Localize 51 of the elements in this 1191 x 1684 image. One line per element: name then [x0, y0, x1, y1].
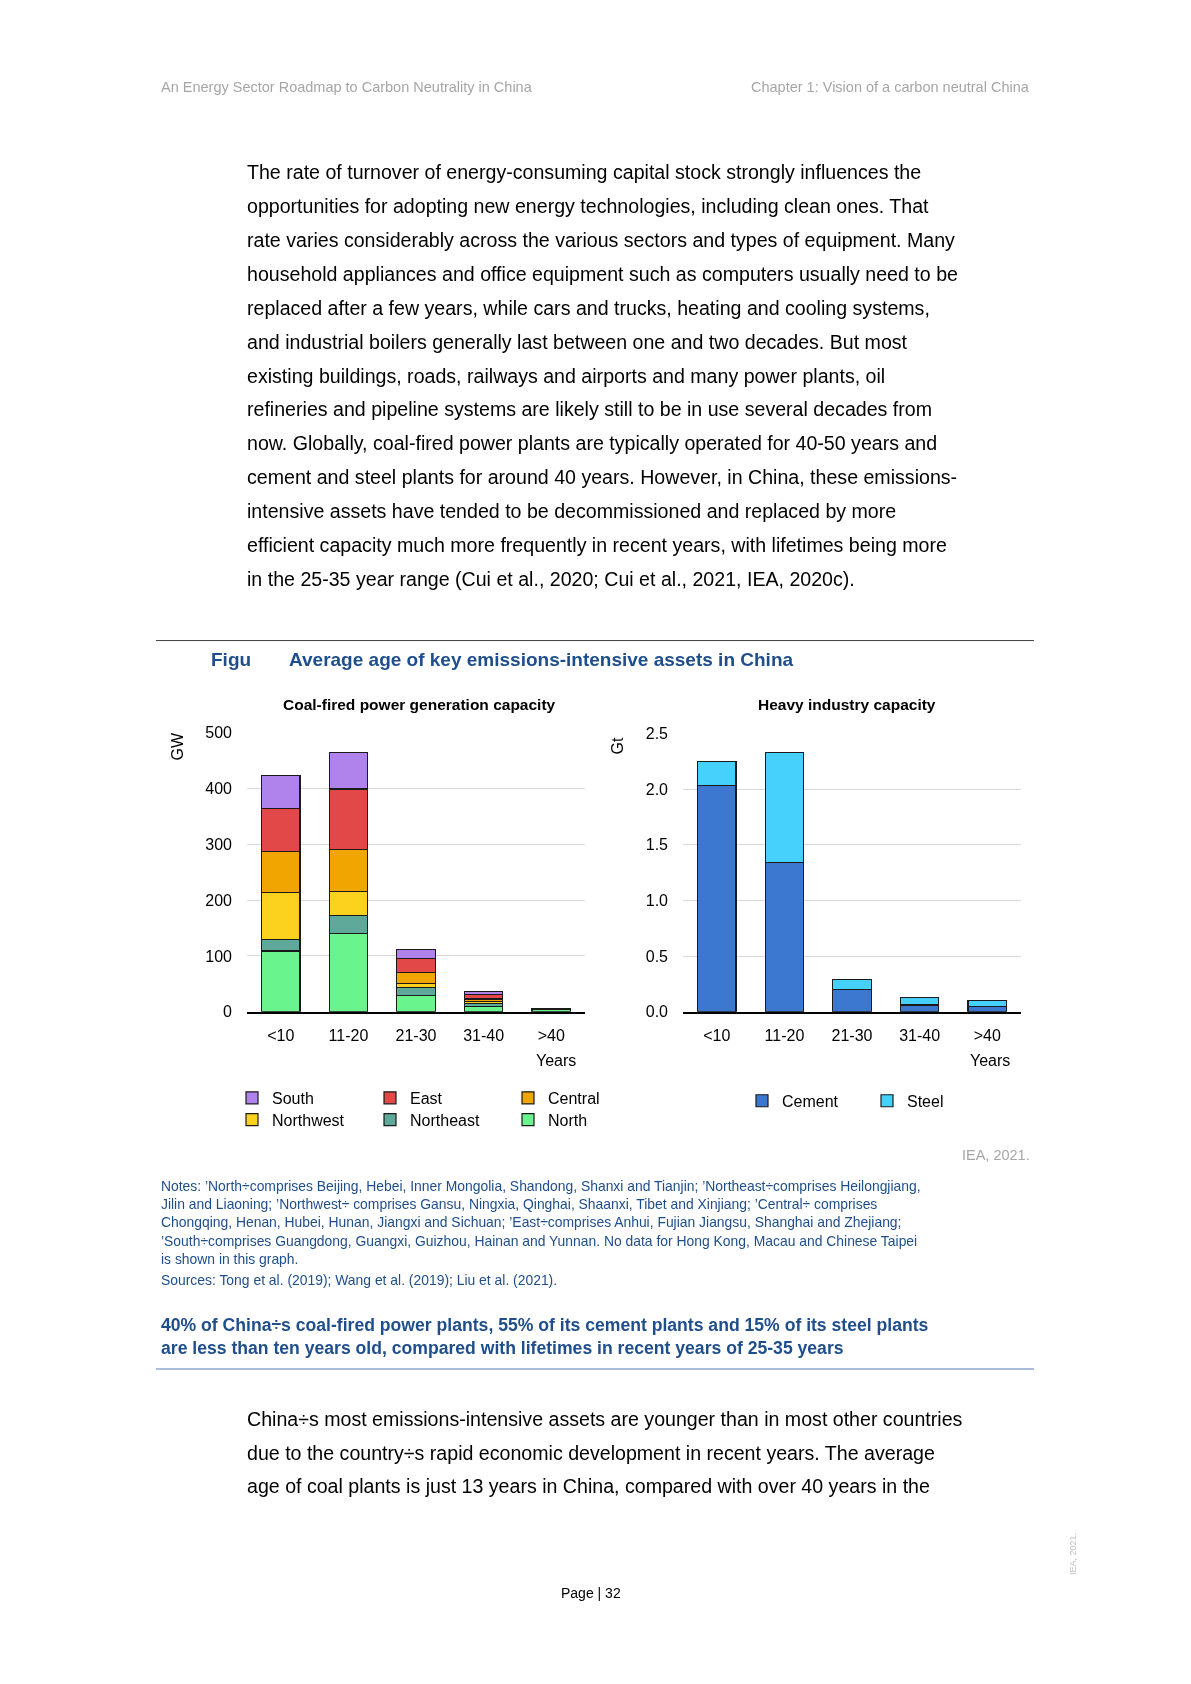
text: 40% of China÷s coal-fired power plants, 55% of its cement plants and 15% of its steel plants are less than ten years old, compared with lifetimes in recent years of 25-35 years [161, 1315, 929, 1358]
bar [463, 990, 504, 996]
y-tick-label: 0.5 [645, 947, 669, 965]
y-tick-label: 1.0 [645, 892, 669, 910]
text: Chapter 1: Vision of a carbon neutral China [751, 79, 1030, 95]
text: An Energy Sector Roadmap to Carbon Neutrality in China [161, 79, 533, 95]
text: Notes: ’North÷comprises Beijing, Hebei, Inner Mongolia, Shandong, Shanxi and Tianjin; ’Northeast÷comprises Heilongjiang, Jilin and Liaoning; ’Northwest÷ comprises Gansu, Ningxia, Qinghai, Shaanxi, Tibet and Xinjiang; ’Central÷ comprises Chongqing, Henan, Hubei, Hunan, Jiangxi and Sichuan; ’East÷comprises Anhui, Fujian Jiangsu, Shanghai and Zhejiang; ’South÷comprises Guangdong, Guangxi, Guizhou, Hainan and Yunnan. No data for Hong Kong, Macau and Chinese Taipei is shown in this graph. [161, 1178, 921, 1267]
y-tick-label: 400 [205, 780, 233, 798]
legend-label: North [548, 1111, 588, 1129]
y-tick-label: 200 [205, 891, 233, 909]
x-tick-label: 21-30 [395, 1026, 437, 1044]
text: China÷s most emissions-intensive assets are younger than in most other countries due to the country÷s rapid economic development in recent years. The average age of coal plants is just 13 years in China, compared with over 40 years in the [247, 1408, 963, 1497]
y-tick-label: 2.0 [645, 780, 669, 798]
x-tick-label: 11-20 [764, 1026, 805, 1044]
x-tick-label: 21-30 [831, 1026, 873, 1044]
legend-label: Northwest [272, 1111, 345, 1129]
x-axis-title: Years [970, 1052, 1011, 1069]
legend-label: Northeast [410, 1111, 480, 1129]
x-tick-label: >40 [973, 1026, 1001, 1044]
x-tick-label: 31-40 [899, 1026, 941, 1044]
y-axis-title: Gt [608, 737, 626, 755]
x-tick-label: <10 [703, 1026, 731, 1044]
chart-title: Coal-fired power generation capacity [283, 696, 556, 713]
y-tick-label: 2.5 [645, 725, 669, 743]
legend-label: Steel [907, 1093, 944, 1110]
chart-title: Heavy industry capacity [758, 696, 936, 713]
text: The rate of turnover of energy-consuming capital stock strongly influences the opportunities for adopting new energy technologies, including clean ones. That rate varies considerably across the various sectors and types of equipment. Many household appliances and office equipment such as computers usually need to be replaced after a few years, while cars and trucks, heating and cooling systems, and industrial boilers generally last between one and two decades. But most existing buildings, roads, railways and airports and many power plants, oil refineries and pipeline systems are likely still to be in use several decades from now. Globally, coal-fired power plants are typically operated for 40-50 years and cement and steel plants for around 40 years. However, in China, these emissions- intensive assets have tended to be decommissioned and replaced by more efficient capacity much more frequently in recent years, with lifetimes being more in the 25-35 year range (Cui et al., 2020; Cui et al., 2021, IEA, 2020c). [247, 161, 958, 590]
y-axis-title: GW [168, 732, 186, 761]
y-tick-label: 100 [205, 947, 233, 965]
y-tick-label: 0.0 [645, 1003, 669, 1021]
text: Average age of key emissions-intensive assets in China [289, 649, 794, 670]
text: Figu [211, 649, 252, 670]
x-tick-label: <10 [267, 1026, 295, 1044]
legend-label: East [410, 1090, 443, 1108]
text: Page | 32 [561, 1585, 621, 1601]
x-tick-label: 11-20 [328, 1026, 369, 1044]
y-tick-label: 300 [205, 835, 233, 853]
y-tick-label: 0 [223, 1003, 233, 1021]
bar [967, 1000, 1008, 1007]
x-axis-title: Years [536, 1052, 577, 1069]
y-tick-label: 500 [205, 724, 233, 742]
legend-label: South [272, 1090, 314, 1108]
source-note: Sources: Tong et al. (2019); Wang et al. (2019); Liu et al. (2021). [161, 1272, 558, 1288]
legend-label: Cement [782, 1093, 839, 1110]
legend-label: Central [548, 1090, 600, 1108]
y-tick-label: 1.5 [645, 836, 669, 854]
bar [463, 993, 504, 1000]
bar [531, 1008, 572, 1012]
x-tick-label: >40 [537, 1026, 565, 1044]
x-tick-label: 31-40 [463, 1026, 505, 1044]
text: IEA, 2021. [962, 1147, 1030, 1163]
